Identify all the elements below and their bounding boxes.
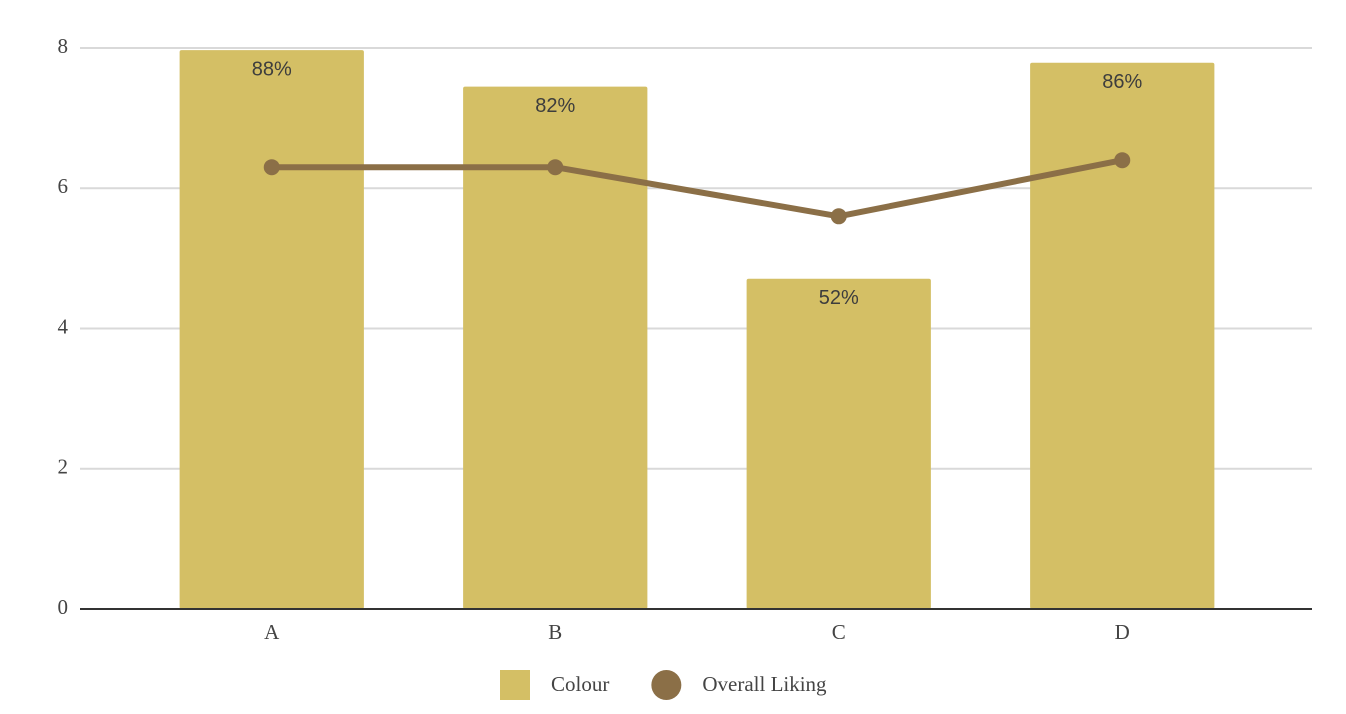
bar <box>746 278 931 609</box>
x-tick-label: B <box>548 620 562 644</box>
line-point <box>830 208 847 225</box>
legend-label: Overall Liking <box>702 672 827 696</box>
y-tick-label: 6 <box>58 174 69 198</box>
x-tick-label: A <box>264 620 280 644</box>
legend-swatch <box>500 670 530 700</box>
x-tick-label: D <box>1115 620 1130 644</box>
y-tick-label: 2 <box>58 455 69 479</box>
line <box>271 157 1123 220</box>
legend-swatch <box>651 670 682 700</box>
bar-annotation: 82% <box>535 95 575 117</box>
legend-label: Colour <box>551 672 609 696</box>
bar-annotation: 52% <box>819 287 859 309</box>
bar <box>463 86 648 610</box>
bar-annotation: 88% <box>252 58 292 80</box>
y-tick-label: 0 <box>58 595 69 619</box>
bar <box>1030 62 1215 609</box>
y-tick-label: 4 <box>58 314 69 338</box>
x-tick-label: C <box>832 620 846 644</box>
y-tick-label: 8 <box>58 34 69 58</box>
bar <box>179 50 364 609</box>
line-point <box>547 159 564 176</box>
line-point <box>1114 152 1131 169</box>
bar-annotation: 86% <box>1102 71 1142 93</box>
line-point <box>263 159 280 176</box>
